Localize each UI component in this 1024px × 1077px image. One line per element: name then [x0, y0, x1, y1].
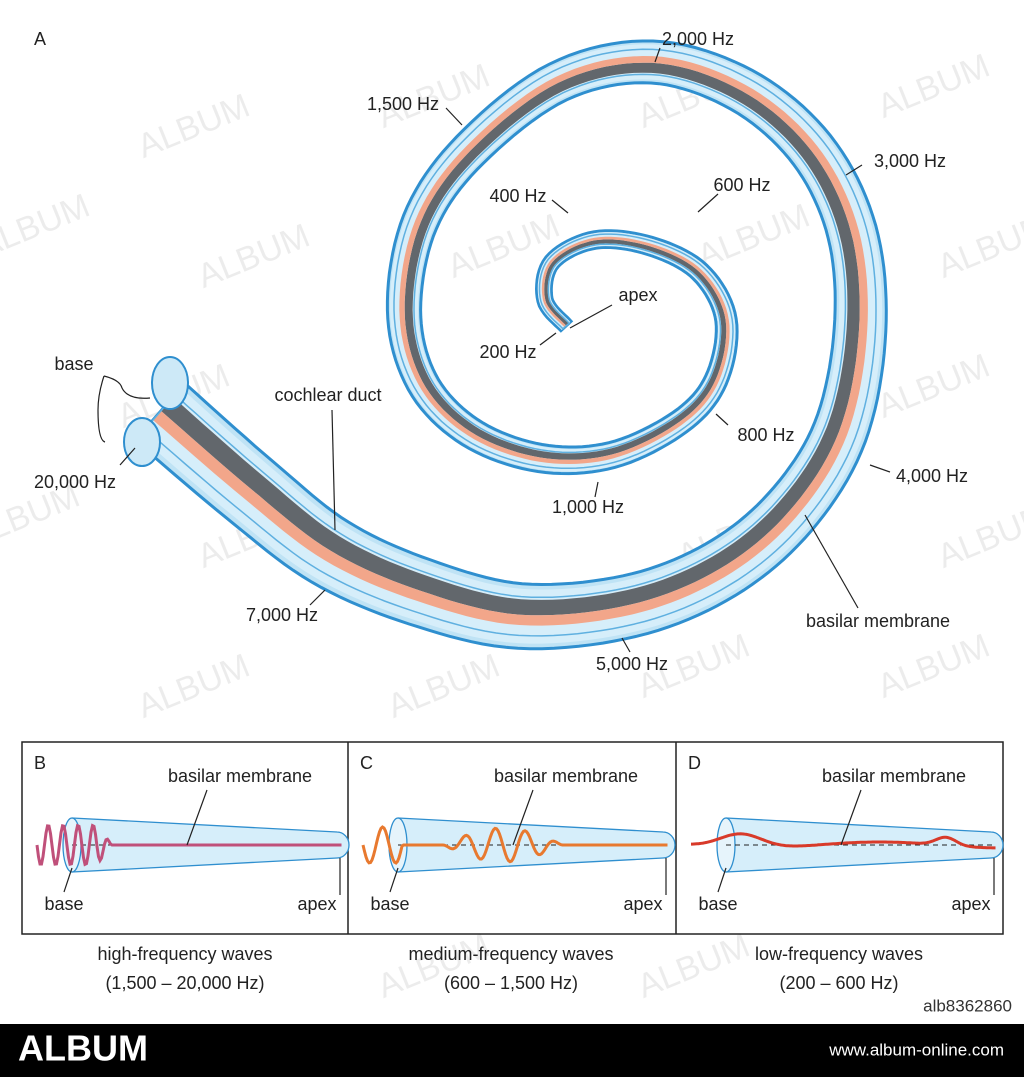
frequency-label: 800 Hz [737, 425, 794, 445]
scala-tympani-end [123, 417, 161, 467]
apex-label: apex [951, 894, 990, 914]
caption: (1,500 – 20,000 Hz) [105, 973, 264, 993]
image-id: alb8362860 [923, 996, 1012, 1015]
watermark: ALBUM [932, 207, 1024, 286]
labels: 2,000 Hz 1,500 Hz 3,000 Hz 600 Hz 400 Hz apex… [34, 29, 968, 674]
panel-frame [21, 741, 1004, 935]
url: www.album-online.com [828, 1040, 1004, 1059]
watermark: ALBUM [932, 497, 1024, 576]
frequency-label: basilar membrane [806, 611, 950, 631]
id-box [895, 994, 1024, 1018]
brand: ALBUM [18, 1028, 148, 1069]
frequency-label: apex [618, 285, 657, 305]
wave [361, 825, 668, 865]
panel-letter: A [34, 29, 46, 49]
apex-label: apex [297, 894, 336, 914]
frequency-label: 1,000 Hz [552, 497, 624, 517]
frequency-label: 2,000 Hz [662, 29, 734, 49]
frequency-label: 7,000 Hz [246, 605, 318, 625]
membrane-label: basilar membrane [494, 766, 638, 786]
watermark: ALBUM [382, 647, 505, 726]
frequency-label: cochlear duct [274, 385, 381, 405]
panel-letter: B [34, 753, 46, 773]
frequency-label: base [54, 354, 93, 374]
base-label: base [370, 894, 409, 914]
watermark: ALBUM [872, 347, 995, 426]
frequency-label: 600 Hz [713, 175, 770, 195]
wave [691, 832, 996, 850]
watermark: ALBUM [0, 187, 95, 266]
frequency-label: 1,500 Hz [367, 94, 439, 114]
apex-label: apex [623, 894, 662, 914]
leader [840, 789, 862, 846]
base-label: base [44, 894, 83, 914]
leader-lines [97, 47, 891, 653]
caption: high-frequency waves [97, 944, 272, 964]
frequency-label: 4,000 Hz [896, 466, 968, 486]
footer-bar [0, 1024, 1024, 1077]
panel-letter: D [688, 753, 701, 773]
caption: low-frequency waves [755, 944, 923, 964]
frequency-label: 5,000 Hz [596, 654, 668, 674]
panel-letter: C [360, 753, 373, 773]
watermark: ALBUM [132, 87, 255, 166]
membrane-label: basilar membrane [822, 766, 966, 786]
caption: (600 – 1,500 Hz) [444, 973, 578, 993]
leader [186, 789, 208, 846]
watermark: ALBUM [372, 927, 495, 1006]
watermark: ALBUM [692, 197, 815, 276]
duct-inner [139, 44, 883, 644]
caption: (200 – 600 Hz) [779, 973, 898, 993]
leader [63, 867, 73, 893]
frequency-label: 400 Hz [489, 186, 546, 206]
wave [35, 823, 342, 867]
membrane-label: basilar membrane [168, 766, 312, 786]
watermark: ALBUM [872, 47, 995, 126]
frequency-label: 3,000 Hz [874, 151, 946, 171]
scala-vestibuli-end [151, 356, 189, 410]
caption: medium-frequency waves [408, 944, 613, 964]
watermark: ALBUM [872, 627, 995, 706]
leader [717, 867, 727, 893]
watermark: ALBUM [192, 217, 315, 296]
frequency-label: 20,000 Hz [34, 472, 116, 492]
watermark: ALBUM [132, 647, 255, 726]
leader [389, 867, 399, 893]
frequency-label: 200 Hz [479, 342, 536, 362]
base-label: base [698, 894, 737, 914]
leader [512, 789, 534, 846]
watermark: ALBUM [632, 927, 755, 1006]
